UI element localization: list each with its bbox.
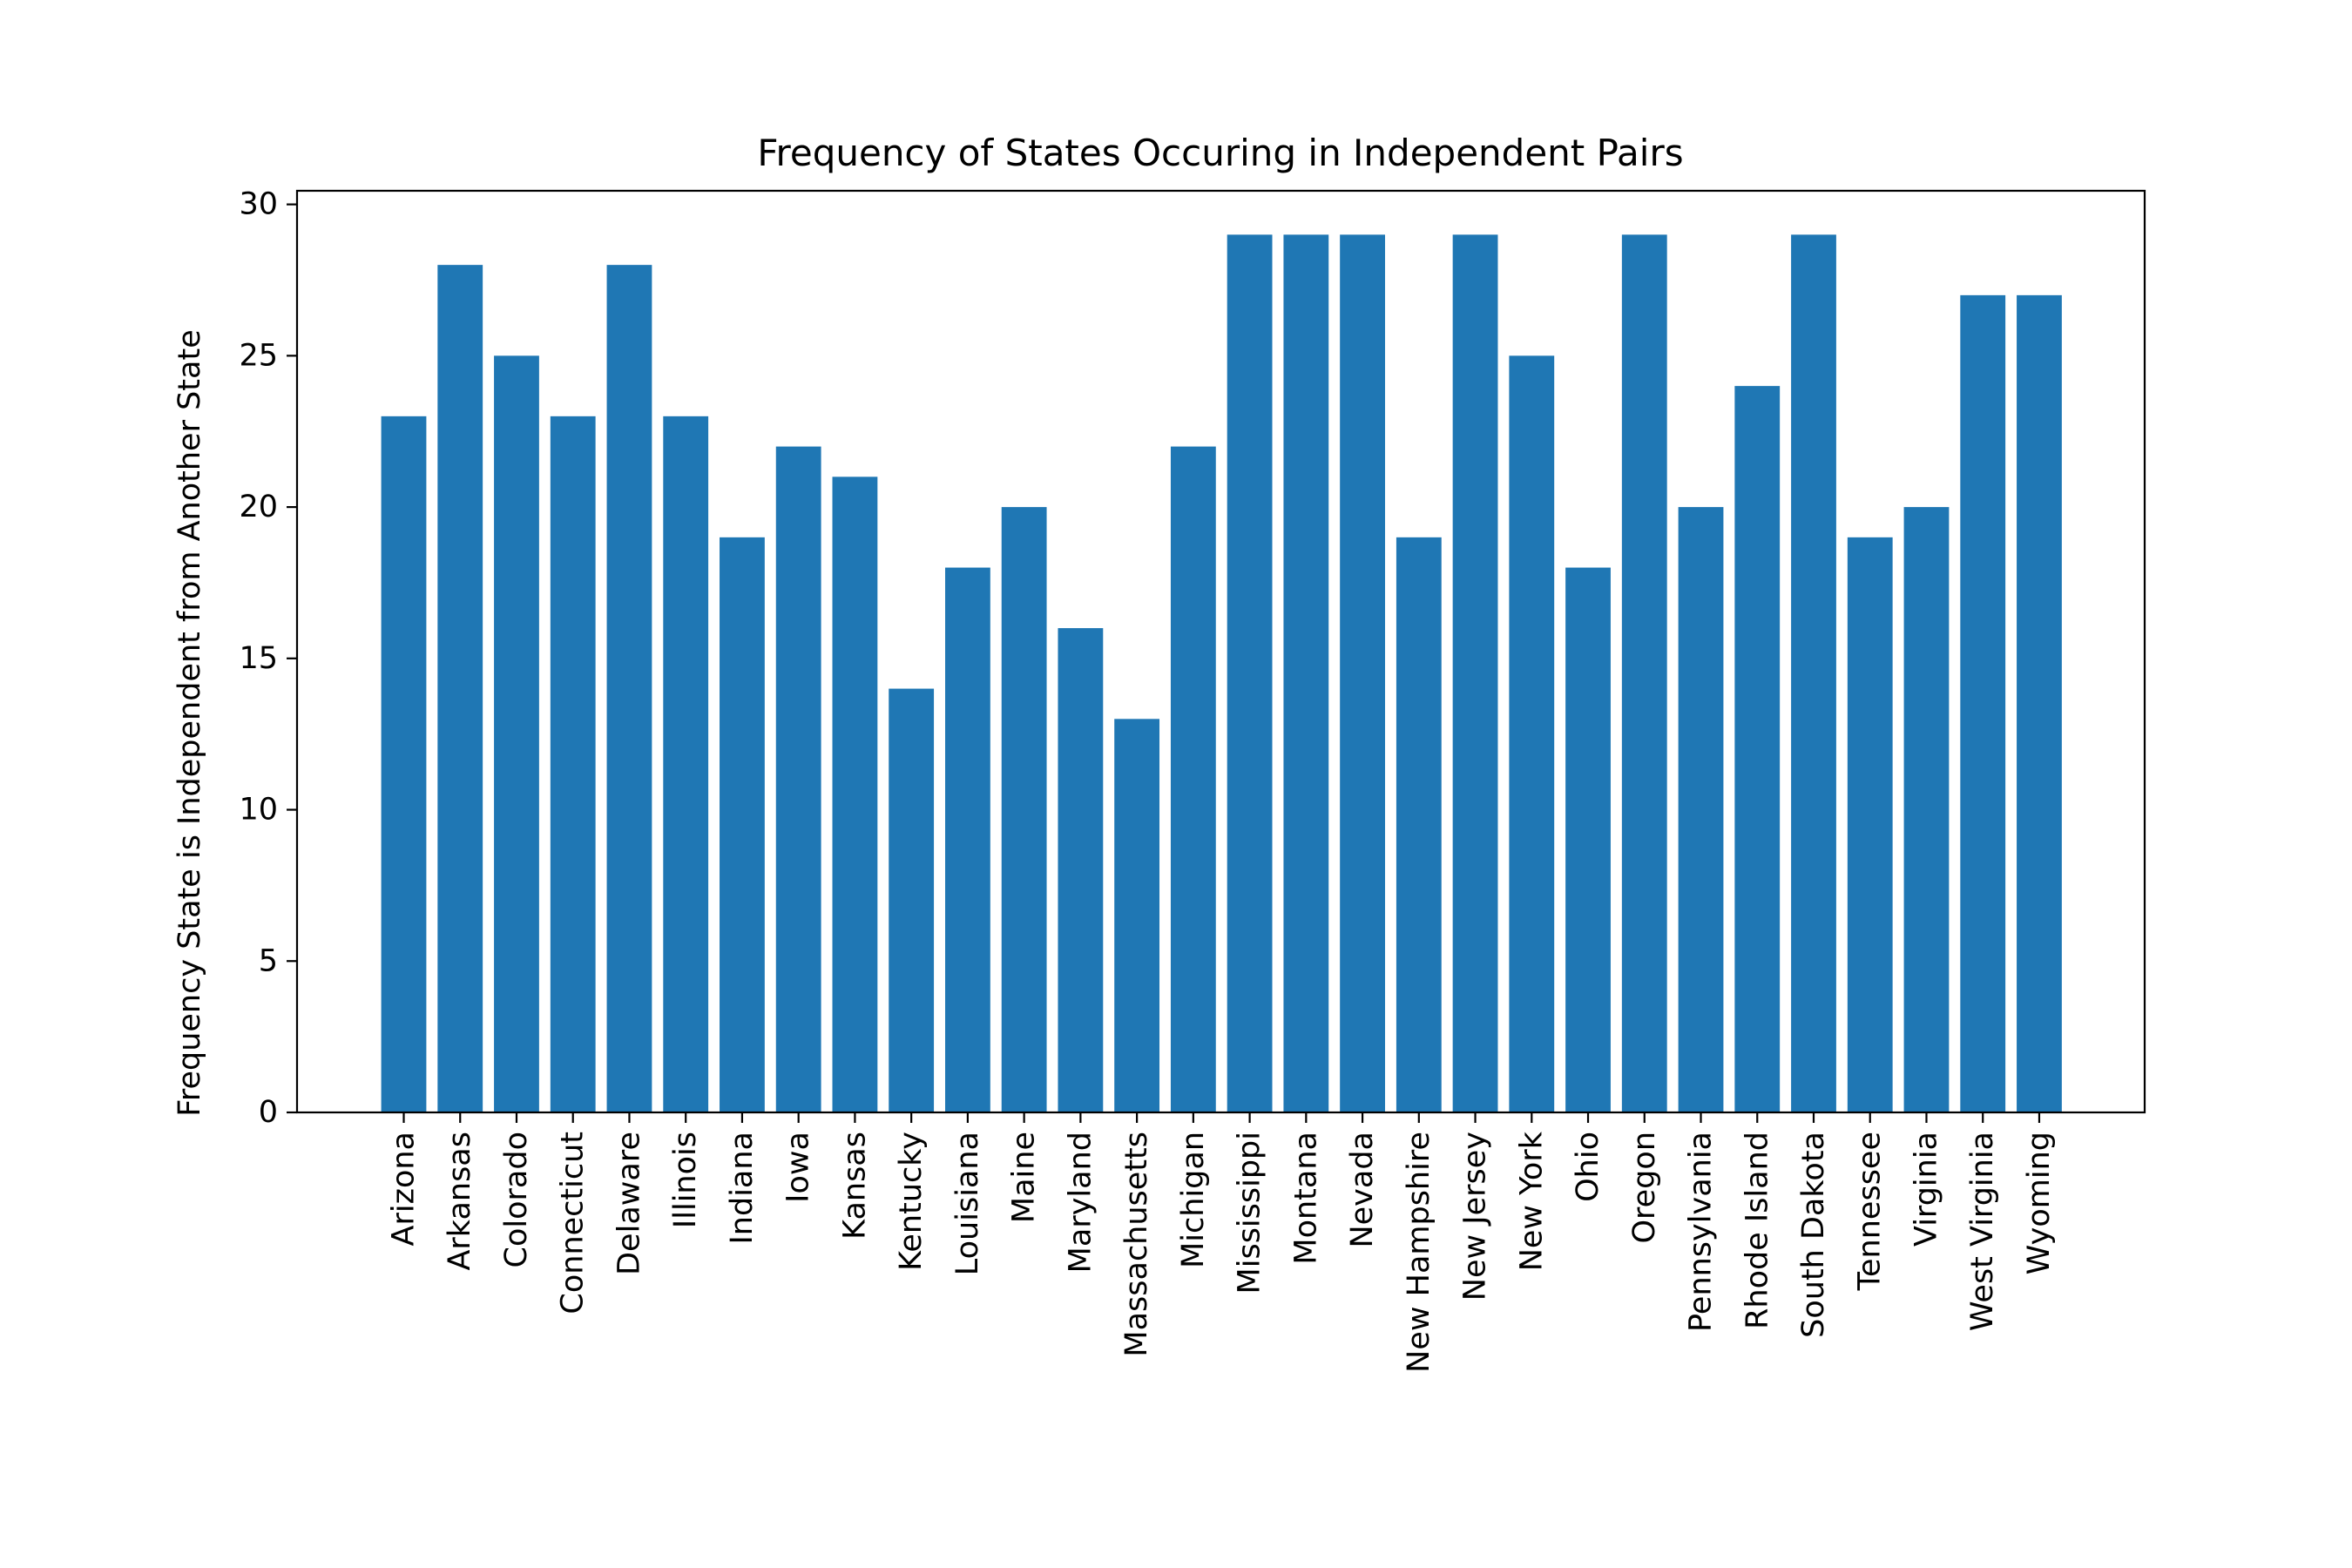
bar-michigan xyxy=(1170,446,1216,1112)
x-tick-label: Iowa xyxy=(781,1132,816,1203)
bar-delaware xyxy=(606,265,652,1112)
chart-title: Frequency of States Occuring in Independ… xyxy=(757,132,1683,174)
x-axis: Arizona Arkansas Colorado Connecticut Delawa… xyxy=(387,1112,2057,1373)
x-tick-label: South Dakota xyxy=(1796,1132,1831,1338)
y-tick-label: 0 xyxy=(259,1095,278,1130)
x-tick-label: Wyoming xyxy=(2022,1132,2057,1274)
bar-nevada xyxy=(1340,234,1385,1112)
y-tick-label: 10 xyxy=(239,793,278,828)
y-axis-label: Frequency State is Independent from Anot… xyxy=(172,329,207,1116)
bar-wyoming xyxy=(2017,294,2062,1112)
bar-maine xyxy=(1001,507,1047,1112)
y-axis: 0 5 10 15 20 25 30 xyxy=(239,187,297,1130)
x-tick-label: Rhode Island xyxy=(1740,1132,1774,1329)
y-tick-label: 5 xyxy=(259,943,278,978)
bar-maryland xyxy=(1058,628,1104,1112)
x-tick-label: Virginia xyxy=(1909,1132,1943,1247)
plot-frame xyxy=(295,189,2146,1114)
bar-iowa xyxy=(775,446,821,1112)
bar-tennessee xyxy=(1847,537,1893,1112)
x-tick-label: Connecticut xyxy=(556,1132,591,1315)
bar-mississippi xyxy=(1227,234,1273,1112)
bar-colorado xyxy=(494,355,539,1112)
bar-oregon xyxy=(1621,234,1667,1112)
bar-west-virginia xyxy=(1960,294,2006,1112)
x-tick-label: Kansas xyxy=(837,1132,872,1240)
y-tick-label: 25 xyxy=(239,338,278,373)
bar-rhode-island xyxy=(1734,386,1781,1112)
bar-south-dakota xyxy=(1791,234,1836,1112)
x-tick-label: Nevada xyxy=(1345,1132,1380,1248)
bar-kansas xyxy=(832,476,878,1112)
bar-connecticut xyxy=(550,416,596,1113)
bar-arizona xyxy=(381,416,427,1113)
bar-new-york xyxy=(1509,355,1555,1112)
x-tick-label: New Hampshire xyxy=(1402,1132,1436,1373)
x-tick-label: Massachusetts xyxy=(1119,1132,1154,1357)
x-tick-label: Colorado xyxy=(499,1132,534,1267)
x-tick-label: New Jersey xyxy=(1458,1132,1493,1301)
x-tick-label: New York xyxy=(1514,1131,1549,1271)
bar-virginia xyxy=(1903,507,1950,1112)
x-tick-label: Arkansas xyxy=(443,1132,477,1271)
bar-arkansas xyxy=(437,265,483,1112)
x-tick-label: Louisiana xyxy=(950,1132,985,1275)
bar-indiana xyxy=(720,537,765,1112)
x-tick-label: Mississippi xyxy=(1233,1132,1267,1294)
bar-new-hampshire xyxy=(1396,537,1442,1112)
x-tick-label: Delaware xyxy=(612,1132,646,1275)
bar-new-jersey xyxy=(1452,234,1498,1112)
y-tick-label: 15 xyxy=(239,641,278,676)
bar-massachusetts xyxy=(1114,719,1160,1112)
x-tick-label: Illinois xyxy=(668,1132,703,1228)
bars-group xyxy=(381,234,2062,1113)
x-tick-label: Indiana xyxy=(725,1132,760,1245)
y-tick-label: 20 xyxy=(239,490,278,524)
bar-montana xyxy=(1283,234,1329,1112)
x-tick-label: Ohio xyxy=(1571,1132,1605,1202)
bar-pennsylvania xyxy=(1678,507,1724,1112)
x-tick-label: Michigan xyxy=(1176,1132,1211,1268)
x-tick-label: Arizona xyxy=(387,1132,422,1246)
y-tick-label: 30 xyxy=(239,187,278,222)
x-tick-label: Oregon xyxy=(1627,1132,1662,1244)
x-tick-label: Pennsylvania xyxy=(1684,1132,1719,1332)
bar-louisiana xyxy=(945,567,990,1112)
x-tick-label: Montana xyxy=(1288,1132,1323,1265)
x-tick-label: Tennessee xyxy=(1853,1132,1888,1291)
x-tick-label: Maine xyxy=(1007,1132,1042,1223)
x-tick-label: Kentucky xyxy=(894,1132,929,1271)
bar-ohio xyxy=(1565,567,1611,1112)
bar-illinois xyxy=(663,416,709,1113)
x-tick-label: West Virginia xyxy=(1965,1132,2000,1331)
x-tick-label: Maryland xyxy=(1063,1132,1098,1273)
bar-kentucky xyxy=(889,688,935,1112)
